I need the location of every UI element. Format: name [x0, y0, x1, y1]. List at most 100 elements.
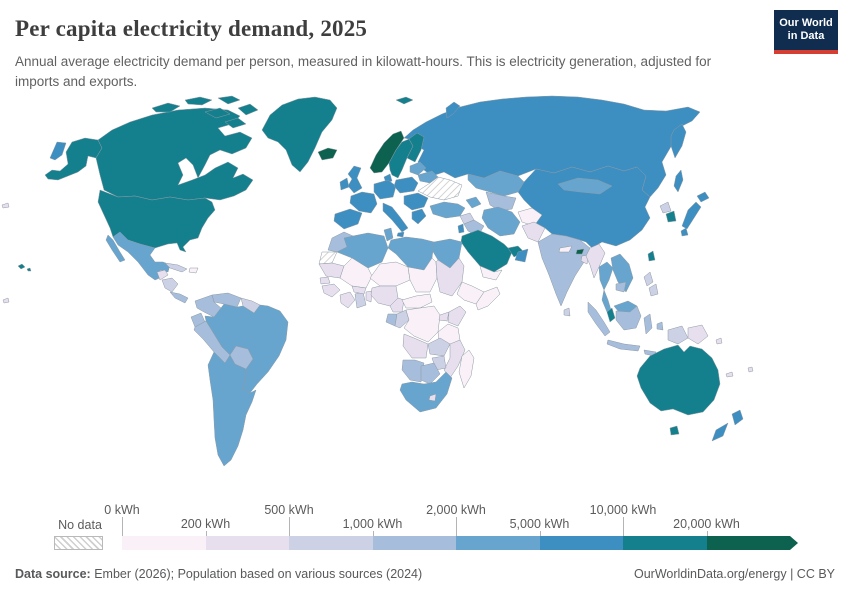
region-tasmania[interactable] — [669, 425, 680, 436]
legend-bin-200-500 kWh[interactable] — [205, 536, 289, 550]
region-ivory-coast[interactable] — [339, 291, 356, 309]
region-israel-jordan[interactable] — [457, 223, 465, 234]
region-niger[interactable] — [369, 261, 411, 287]
region-russia[interactable] — [403, 95, 701, 198]
region-greenland[interactable] — [261, 96, 338, 173]
legend-bin-500-1,000 kWh[interactable] — [289, 536, 373, 550]
legend-no-data-swatch[interactable] — [54, 536, 103, 550]
region-madagascar[interactable] — [458, 349, 475, 389]
legend-bin-5,000-10,000 kWh[interactable] — [539, 536, 623, 550]
region-yemen[interactable] — [479, 265, 503, 281]
region-novaya-zemlya[interactable] — [445, 101, 461, 119]
region-guinea[interactable] — [321, 283, 341, 298]
region-hawaii[interactable] — [17, 263, 32, 272]
legend-bin-2,000-5,000 kWh[interactable] — [456, 536, 540, 550]
region-afghanistan[interactable] — [517, 207, 543, 227]
region-mauritania[interactable] — [318, 262, 345, 279]
region-iran[interactable] — [481, 206, 521, 237]
region-zambia[interactable] — [427, 337, 451, 357]
region-honduras-nicaragua[interactable] — [161, 277, 179, 293]
region-ghana[interactable] — [354, 291, 367, 309]
region-canada-arctic-islands[interactable] — [151, 95, 259, 129]
region-new-zealand[interactable] — [711, 409, 744, 442]
region-india[interactable] — [537, 233, 591, 307]
region-south-korea[interactable] — [665, 210, 677, 223]
region-mozambique-malawi[interactable] — [443, 339, 466, 379]
region-iceland[interactable] — [317, 147, 338, 161]
region-norway[interactable] — [369, 130, 405, 174]
license-note[interactable]: OurWorldinData.org/energy | CC BY — [633, 567, 835, 581]
region-west-papua[interactable] — [667, 325, 689, 345]
region-algeria[interactable] — [336, 232, 389, 269]
region-angola[interactable] — [402, 333, 429, 359]
region-germany-central-europe[interactable] — [373, 179, 397, 200]
region-sakhalin[interactable] — [673, 169, 684, 193]
region-spain-portugal[interactable] — [333, 208, 363, 230]
region-italy[interactable] — [382, 202, 409, 238]
region-sudan[interactable] — [435, 257, 465, 297]
region-drc[interactable] — [403, 305, 441, 343]
region-caucasus[interactable] — [465, 196, 482, 209]
region-lesotho[interactable] — [428, 393, 437, 402]
region-greece[interactable] — [411, 208, 427, 225]
region-malaysia-peninsula[interactable] — [606, 307, 616, 323]
region-oman[interactable] — [514, 248, 529, 263]
region-turkey[interactable] — [429, 201, 466, 219]
legend-bin-10,000-20,000 kWh[interactable] — [623, 536, 707, 550]
region-pakistan[interactable] — [521, 221, 546, 243]
region-pacific-islets-left[interactable] — [1, 202, 10, 304]
region-ukraine[interactable] — [417, 176, 463, 201]
region-united-kingdom[interactable] — [347, 165, 363, 194]
region-namibia[interactable] — [401, 359, 425, 383]
region-cambodia[interactable] — [615, 281, 627, 293]
region-costa-rica-panama[interactable] — [169, 291, 189, 304]
legend-bin-20,000+ kWh[interactable] — [706, 536, 790, 550]
region-bhutan[interactable] — [575, 248, 585, 255]
region-kazakhstan[interactable] — [467, 170, 525, 197]
region-poland[interactable] — [393, 176, 419, 194]
region-papua-new-guinea[interactable] — [687, 324, 709, 345]
region-france[interactable] — [349, 191, 378, 214]
region-benin-togo[interactable] — [365, 290, 373, 303]
region-ireland[interactable] — [339, 177, 350, 191]
region-central-african-republic[interactable] — [401, 293, 433, 309]
region-south-africa[interactable] — [399, 371, 453, 413]
region-peru[interactable] — [193, 320, 231, 364]
region-taiwan[interactable] — [647, 250, 656, 262]
region-somalia[interactable] — [475, 286, 501, 311]
region-thailand[interactable] — [598, 261, 614, 313]
region-kenya[interactable] — [447, 305, 467, 327]
region-congo[interactable] — [394, 309, 410, 329]
region-philippines[interactable] — [643, 271, 659, 297]
region-burkina-faso[interactable] — [351, 285, 367, 295]
region-cuba[interactable] — [164, 262, 188, 273]
region-indonesia[interactable] — [587, 301, 664, 357]
region-myanmar[interactable] — [585, 243, 606, 279]
region-melanesia-islands[interactable] — [715, 337, 754, 378]
region-uganda[interactable] — [438, 311, 450, 322]
region-kamchatka[interactable] — [670, 123, 687, 159]
region-finland[interactable] — [406, 132, 425, 163]
owid-logo[interactable]: Our World in Data — [774, 10, 838, 54]
region-mongolia[interactable] — [557, 177, 613, 195]
region-cameroon[interactable] — [389, 297, 405, 313]
region-colombia[interactable] — [194, 294, 222, 318]
region-usa[interactable] — [97, 189, 216, 253]
region-balkans-romania[interactable] — [403, 192, 429, 211]
legend-bin-0-200 kWh[interactable] — [122, 536, 206, 550]
region-japan[interactable] — [680, 191, 710, 237]
region-chukotka-sliver[interactable] — [49, 141, 67, 161]
region-hispaniola[interactable] — [188, 267, 199, 274]
region-australia[interactable] — [636, 344, 721, 416]
region-baltic-states[interactable] — [409, 161, 427, 176]
region-nepal[interactable] — [558, 245, 573, 253]
region-bolivia[interactable] — [229, 345, 254, 370]
region-svalbard[interactable] — [395, 96, 414, 105]
region-tunisia[interactable] — [383, 227, 394, 242]
region-senegal[interactable] — [319, 276, 331, 285]
region-guatemala[interactable] — [156, 269, 169, 281]
region-mexico[interactable] — [105, 231, 171, 281]
region-north-korea[interactable] — [659, 201, 672, 214]
region-central-asia[interactable] — [485, 191, 517, 212]
region-saudi-arabia[interactable] — [460, 229, 513, 273]
